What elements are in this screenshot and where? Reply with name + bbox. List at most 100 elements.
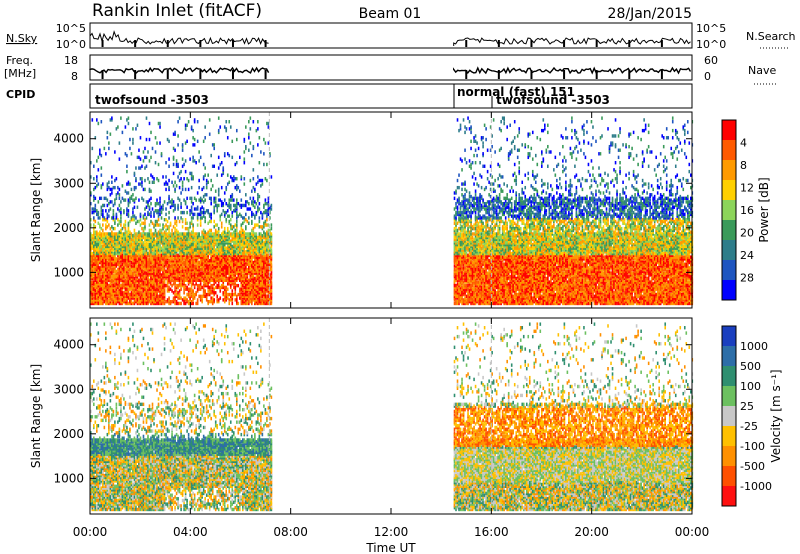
heatmap-cell <box>136 296 139 300</box>
heatmap-cell <box>242 253 244 258</box>
heatmap-cell <box>124 253 127 258</box>
heatmap-cell <box>127 239 130 243</box>
heatmap-cell <box>264 294 267 299</box>
heatmap-cell <box>220 235 223 240</box>
heatmap-cell <box>106 219 109 224</box>
heatmap-cell <box>213 210 216 215</box>
heatmap-cell <box>174 237 176 242</box>
heatmap-cell <box>97 292 100 297</box>
heatmap-cell <box>169 223 172 227</box>
heatmap-cell <box>94 237 97 242</box>
heatmap-cell <box>159 255 161 259</box>
heatmap-cell <box>228 246 231 250</box>
heatmap-cell <box>216 298 219 302</box>
heatmap-cell <box>169 255 172 259</box>
heatmap-cell <box>266 278 268 282</box>
heatmap-cell <box>263 253 265 258</box>
heatmap-cell <box>118 234 121 238</box>
heatmap-cell <box>145 232 148 236</box>
heatmap-cell <box>100 289 103 293</box>
heatmap-cell <box>171 264 173 268</box>
heatmap-cell <box>172 273 175 277</box>
heatmap-cell <box>141 287 143 291</box>
heatmap-cell <box>177 264 179 268</box>
heatmap-cell <box>186 251 188 256</box>
heatmap-cell <box>222 273 225 277</box>
heatmap-cell <box>245 269 247 274</box>
heatmap-cell <box>100 250 103 254</box>
heatmap-cell <box>94 241 97 245</box>
heatmap-cell <box>222 271 225 275</box>
heatmap-cell <box>240 283 243 288</box>
heatmap-cell <box>142 150 145 154</box>
heatmap-cell <box>150 257 152 261</box>
heatmap-cell <box>222 201 225 206</box>
heatmap-cell <box>147 264 149 268</box>
heatmap-cell <box>142 296 145 300</box>
heatmap-cell <box>187 255 190 259</box>
heatmap-cell <box>220 246 223 250</box>
heatmap-cell <box>141 239 143 243</box>
heatmap-cell <box>163 246 166 250</box>
heatmap-cell <box>150 283 152 288</box>
heatmap-cell <box>220 253 223 258</box>
heatmap-cell <box>123 253 125 258</box>
heatmap-cell <box>260 271 262 275</box>
heatmap-cell <box>202 175 205 179</box>
heatmap-cell <box>242 248 244 252</box>
heatmap-cell <box>97 296 100 300</box>
heatmap-cell <box>105 248 107 252</box>
heatmap-cell <box>232 278 235 282</box>
heatmap-cell <box>189 248 191 252</box>
heatmap-cell <box>109 291 112 295</box>
heatmap-cell <box>166 255 169 259</box>
heatmap-cell <box>184 255 187 259</box>
heatmap-cell <box>208 196 211 201</box>
heatmap-cell <box>235 235 238 240</box>
heatmap-cell <box>162 283 164 288</box>
heatmap-cell <box>165 207 167 211</box>
heatmap-cell <box>211 239 214 243</box>
heatmap-cell <box>229 259 232 263</box>
heatmap-cell <box>124 242 127 247</box>
heatmap-cell <box>109 287 112 291</box>
heatmap-cell <box>248 294 250 299</box>
heatmap-cell <box>91 241 94 245</box>
heatmap-cell <box>258 242 261 247</box>
heatmap-cell <box>109 283 112 288</box>
heatmap-cell <box>93 242 95 247</box>
heatmap-cell <box>105 257 107 261</box>
heatmap-cell <box>96 273 98 277</box>
heatmap-cell <box>151 146 154 151</box>
heatmap-cell <box>264 244 267 249</box>
heatmap-cell <box>163 257 166 261</box>
heatmap-cell <box>242 216 244 220</box>
heatmap-cell <box>226 203 229 208</box>
heatmap-cell <box>245 282 247 286</box>
heatmap-cell <box>112 214 115 218</box>
heatmap-cell <box>166 219 169 224</box>
heatmap-cell <box>251 285 253 290</box>
heatmap-cell <box>220 251 223 256</box>
heatmap-cell <box>160 298 163 302</box>
heatmap-cell <box>266 230 268 234</box>
heatmap-cell <box>240 242 243 247</box>
heatmap-cell <box>147 246 149 250</box>
heatmap-cell <box>237 283 240 288</box>
heatmap-cell <box>114 259 116 263</box>
heatmap-cell <box>154 280 157 284</box>
heatmap-cell <box>251 296 253 300</box>
heatmap-cell <box>142 250 145 254</box>
heatmap-cell <box>151 257 154 261</box>
heatmap-cell <box>251 239 253 243</box>
heatmap-cell <box>246 267 249 272</box>
heatmap-cell <box>235 255 238 259</box>
heatmap-cell <box>255 235 258 240</box>
heatmap-cell <box>266 285 268 290</box>
heatmap-cell <box>139 251 142 256</box>
heatmap-cell <box>223 287 226 291</box>
heatmap-cell <box>144 187 146 192</box>
heatmap-cell <box>127 267 130 272</box>
heatmap-cell <box>127 214 130 218</box>
heatmap-cell <box>238 267 241 272</box>
